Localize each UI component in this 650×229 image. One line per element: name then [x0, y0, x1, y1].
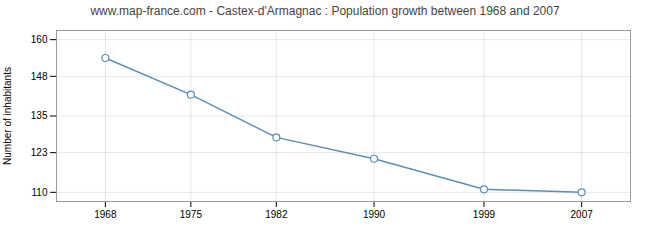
svg-text:148: 148: [31, 71, 48, 82]
svg-text:160: 160: [31, 34, 48, 45]
svg-text:1990: 1990: [363, 209, 386, 220]
svg-text:1982: 1982: [265, 209, 288, 220]
svg-text:1968: 1968: [94, 209, 117, 220]
svg-text:Number of inhabitants: Number of inhabitants: [2, 67, 13, 165]
svg-text:123: 123: [31, 147, 48, 158]
svg-text:2007: 2007: [571, 209, 594, 220]
html-text:www.map-france.com - Castex-d': www.map-france.com - Castex-d'Armagnac :…: [90, 4, 560, 18]
svg-text:135: 135: [31, 110, 48, 121]
svg-text:1999: 1999: [473, 209, 496, 220]
svg-text:1975: 1975: [180, 209, 203, 220]
svg-text:110: 110: [32, 187, 48, 198]
